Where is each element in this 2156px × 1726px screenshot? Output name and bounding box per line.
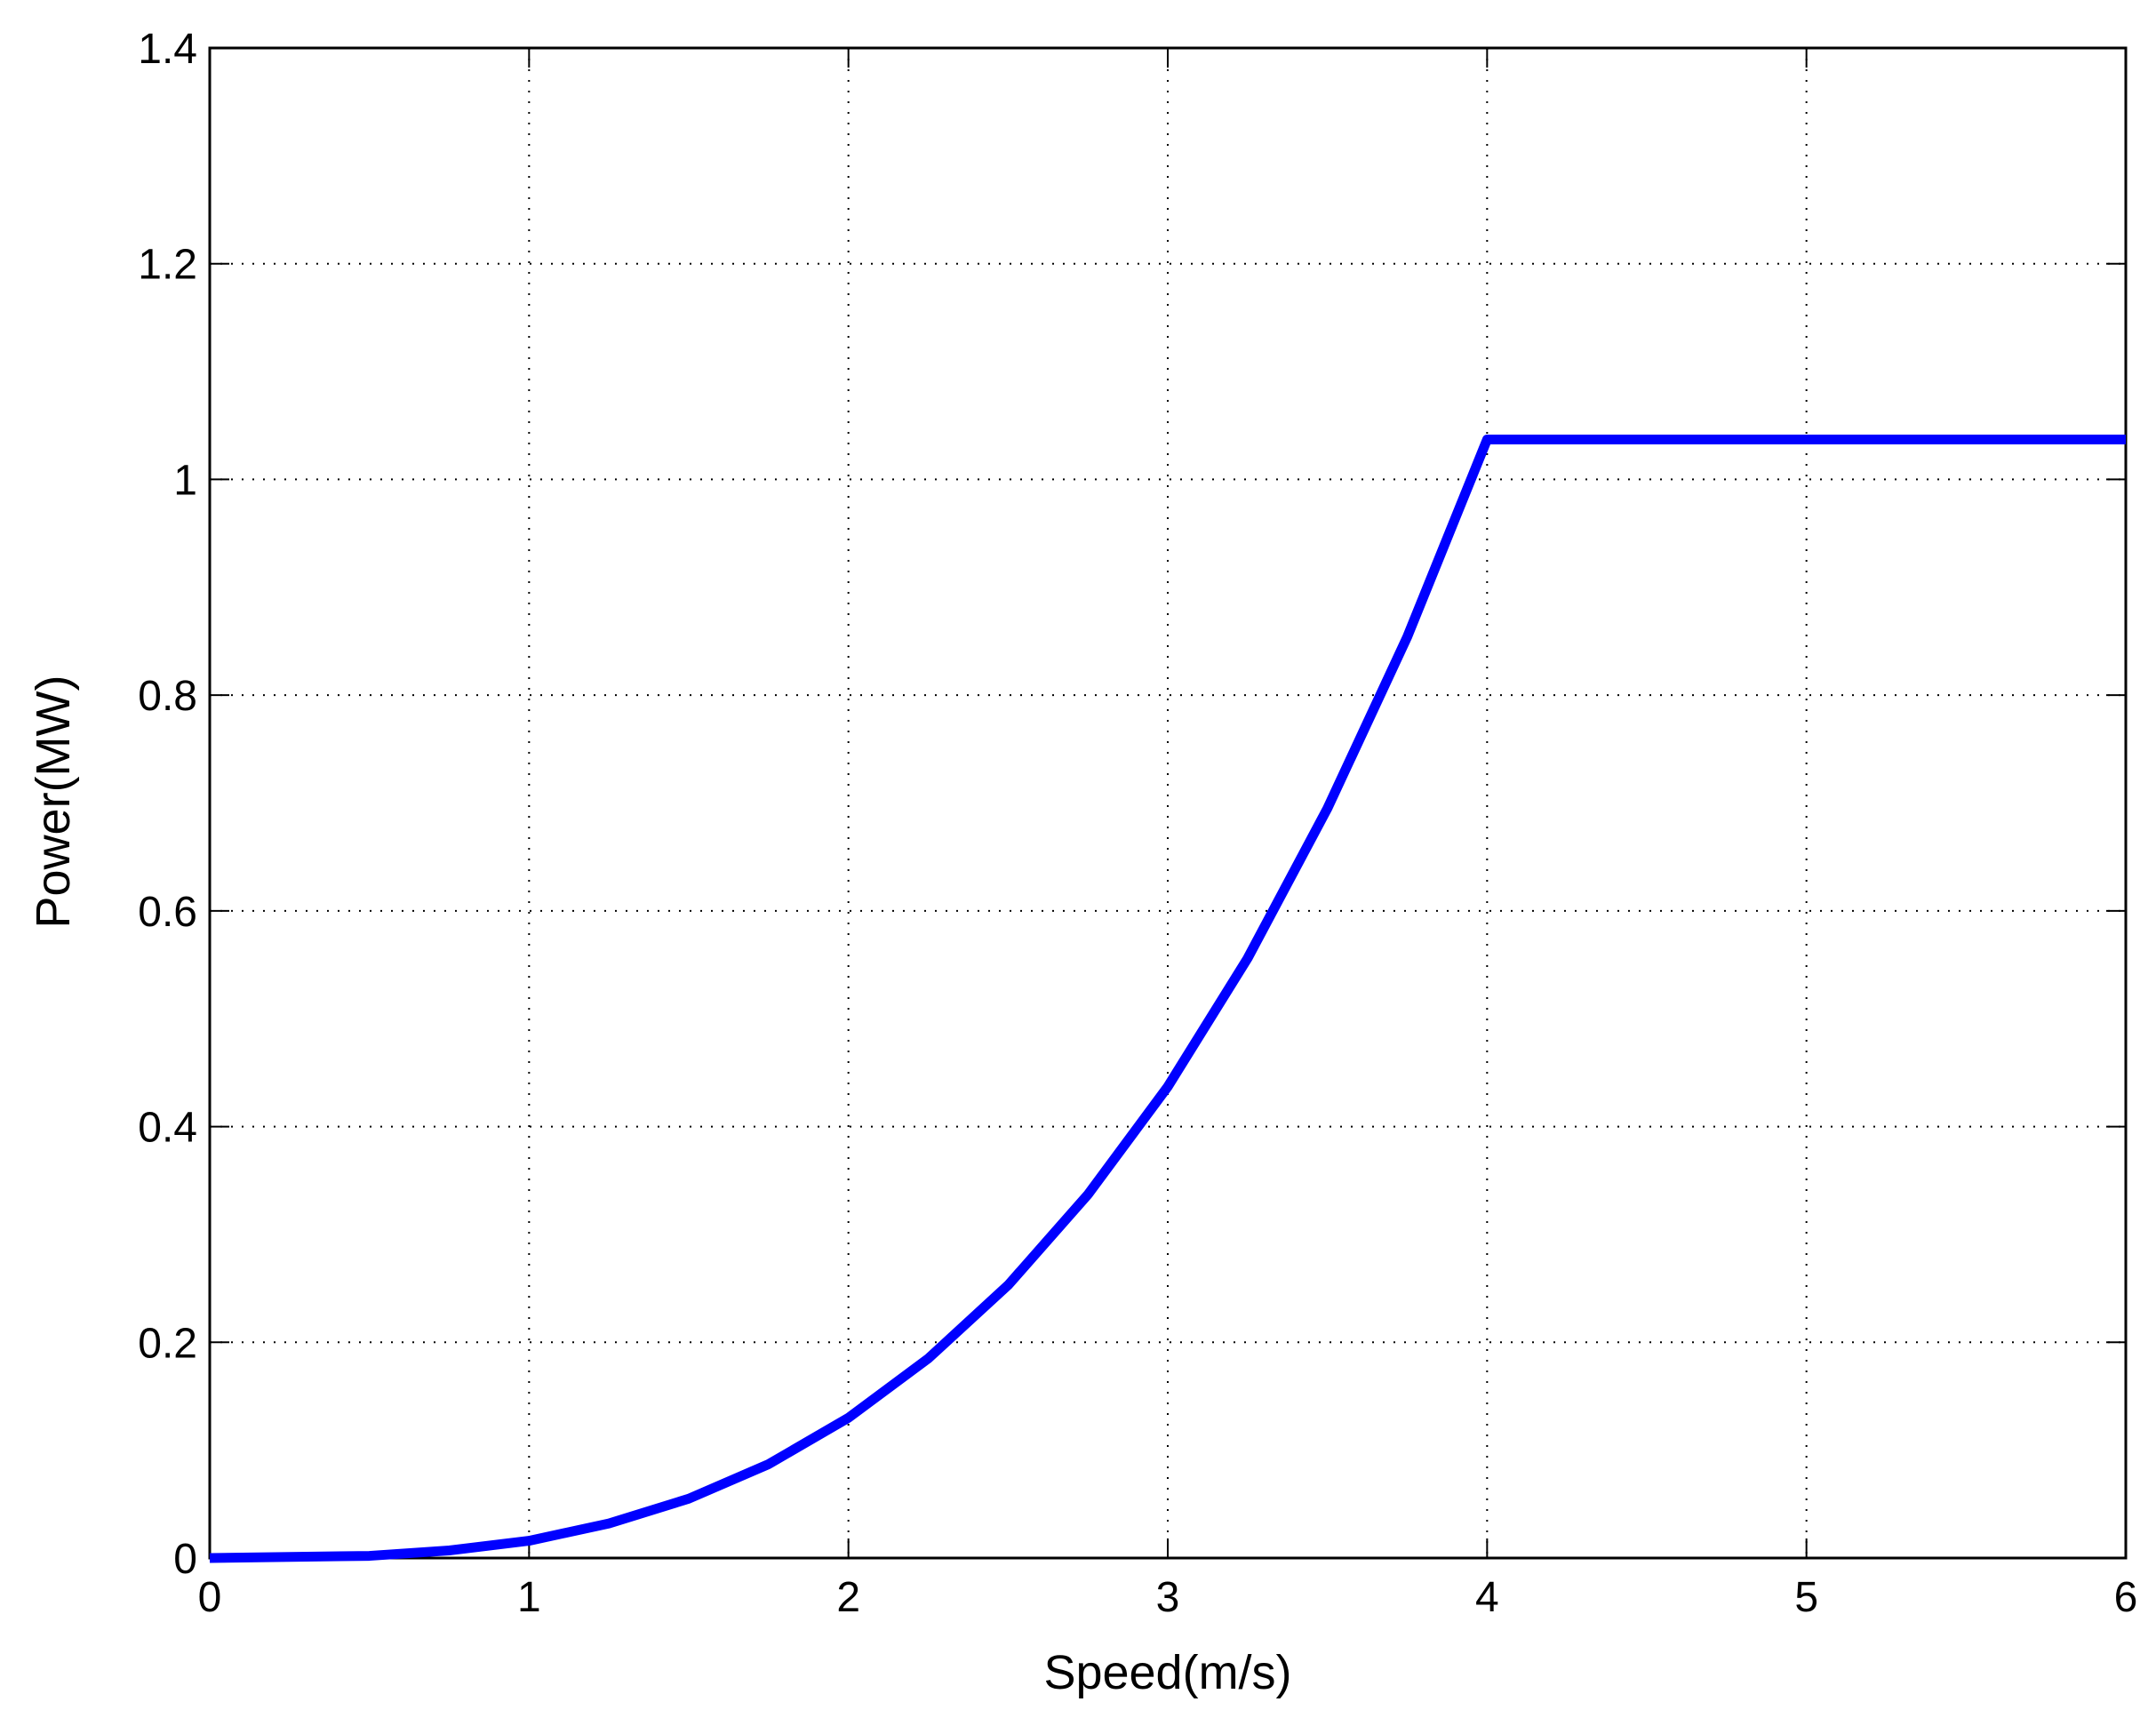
y-tick-label: 1.2: [138, 242, 197, 289]
y-tick-label: 1.4: [138, 26, 197, 73]
plot-frame: [208, 46, 2128, 1560]
y-axis-label: Power(MW): [27, 675, 80, 929]
y-tick-label: 0.8: [138, 673, 197, 720]
x-tick-label: 1: [517, 1574, 541, 1621]
x-tick-label: 4: [1475, 1574, 1499, 1621]
x-axis-label: Speed(m/s): [1043, 1646, 1291, 1699]
y-tick-label: 0.6: [138, 889, 197, 936]
data-line: [209, 435, 2126, 1563]
y-tick-label: 0.4: [138, 1105, 197, 1152]
y-tick-label: 1: [173, 457, 197, 504]
x-tick-label: 3: [1156, 1574, 1180, 1621]
y-tick-label: 0.2: [138, 1320, 197, 1367]
y-tick-label: 0: [173, 1536, 197, 1583]
x-tick-label: 0: [198, 1574, 222, 1621]
x-tick-label: 2: [836, 1574, 860, 1621]
x-tick-label: 5: [1794, 1574, 1818, 1621]
x-tick-label: 6: [2114, 1574, 2138, 1621]
